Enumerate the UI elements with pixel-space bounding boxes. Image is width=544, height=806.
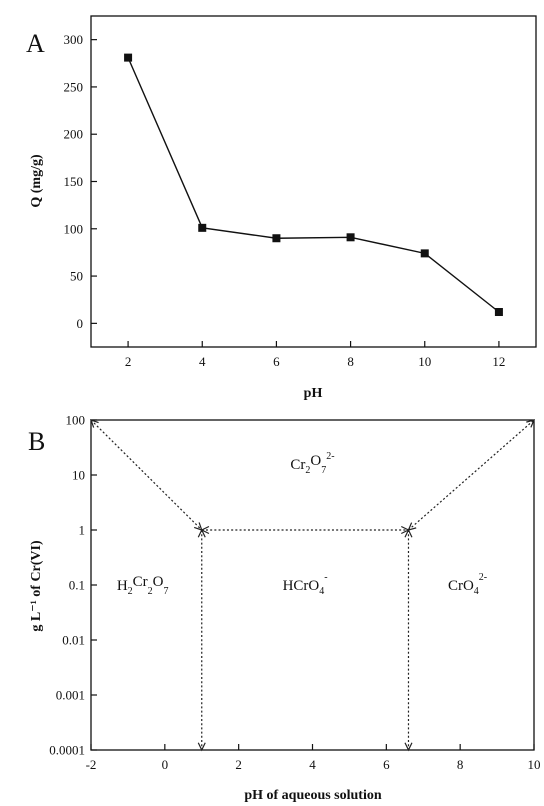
species-part: H [117, 578, 128, 594]
y-tick-label-a: 150 [64, 174, 84, 189]
data-point [346, 233, 355, 242]
x-tick-label-b: 0 [162, 757, 169, 772]
species-part: O [153, 574, 164, 590]
species-label-hcro4: HCrO4- [283, 572, 328, 597]
species-part: - [324, 572, 327, 583]
species-labels: Cr2O72-H2Cr2O7 HCrO4-CrO42- [117, 451, 487, 597]
y-axis-title-b: g L⁻¹ of Cr(VI) [29, 540, 44, 632]
panel-letter-b: B [28, 427, 45, 456]
x-tick-label-a: 8 [347, 354, 354, 369]
species-part: 7 [321, 465, 326, 476]
boundary-line [90, 419, 203, 531]
species-part: Cr [133, 574, 148, 590]
boundary-line [408, 419, 535, 531]
species-part: 4 [319, 586, 324, 597]
x-tick-label-b: 2 [235, 757, 242, 772]
species-part: 2 [148, 586, 153, 597]
x-tick-label-a: 6 [273, 354, 280, 369]
y-tick-label-a: 250 [64, 79, 84, 94]
y-tick-label-a: 300 [64, 32, 84, 47]
data-point [124, 53, 133, 62]
arrow-head [526, 419, 536, 428]
y-axis-b: 100 10 1 0.1 0.01 0.001 0.0001 [49, 413, 97, 758]
x-tick-label-b: -2 [86, 757, 97, 772]
data-point [198, 223, 207, 232]
y-tick-label-b: 0.1 [69, 578, 85, 593]
plot-frame-a [90, 15, 537, 348]
chart-a: A 2 4 6 8 10 12 0 50 100 150 200 250 300 pH Q (mg/g… [26, 15, 537, 401]
species-part: 4 [474, 586, 479, 597]
x-tick-label-a: 4 [199, 354, 206, 369]
x-tick-label-b: 8 [457, 757, 464, 772]
data-point [272, 234, 281, 243]
series-markers-a [124, 53, 503, 317]
species-label-cr2o7: Cr2O72- [290, 451, 334, 476]
y-tick-label-a: 100 [64, 221, 84, 236]
species-part: CrO [448, 578, 474, 594]
arrow-head [404, 742, 413, 752]
x-axis-title-a: pH [304, 386, 323, 401]
x-axis-a: 2 4 6 8 10 12 [125, 341, 505, 369]
arrow-head [197, 528, 206, 538]
species-part: 2- [479, 572, 487, 583]
species-label-cro4: CrO42- [448, 572, 487, 597]
y-axis-a: 0 50 100 150 200 250 300 [64, 32, 97, 331]
x-axis-title-b: pH of aqueous solution [244, 788, 382, 803]
arrow-head [90, 419, 99, 428]
y-tick-label-b: 10 [72, 468, 85, 483]
data-point [420, 249, 429, 258]
x-tick-label-a: 12 [492, 354, 505, 369]
x-tick-label-b: 6 [383, 757, 390, 772]
y-tick-label-b: 100 [66, 413, 86, 428]
x-tick-label-a: 2 [125, 354, 132, 369]
panel-letter-a: A [26, 29, 45, 58]
arrow-head [407, 522, 417, 531]
y-tick-label-a: 200 [64, 127, 84, 142]
y-tick-label-a: 50 [70, 269, 83, 284]
species-part: O [310, 453, 321, 469]
x-tick-label-a: 10 [418, 354, 431, 369]
y-axis-title-a: Q (mg/g) [29, 154, 44, 208]
arrow-head [197, 742, 206, 752]
x-tick-label-b: 4 [309, 757, 316, 772]
boundary-lines [90, 419, 536, 752]
species-part: 2 [305, 465, 310, 476]
y-tick-label-b: 1 [79, 523, 86, 538]
species-part: Cr [290, 457, 305, 473]
species-part: HCrO [283, 578, 320, 594]
x-axis-b: -2 0 2 4 6 8 10 [86, 744, 541, 772]
x-tick-label-b: 10 [528, 757, 541, 772]
species-label-h2cr2o7: H2Cr2O7 [117, 574, 169, 597]
y-tick-label-a: 0 [77, 316, 84, 331]
data-point [494, 308, 503, 317]
species-part: 7 [164, 586, 169, 597]
y-tick-label-b: 0.01 [62, 633, 85, 648]
species-part: 2 [128, 586, 133, 597]
y-tick-label-b: 0.001 [56, 688, 85, 703]
series-line-a [127, 57, 500, 313]
species-part: 2- [326, 451, 334, 462]
y-tick-label-b: 0.0001 [49, 743, 85, 758]
